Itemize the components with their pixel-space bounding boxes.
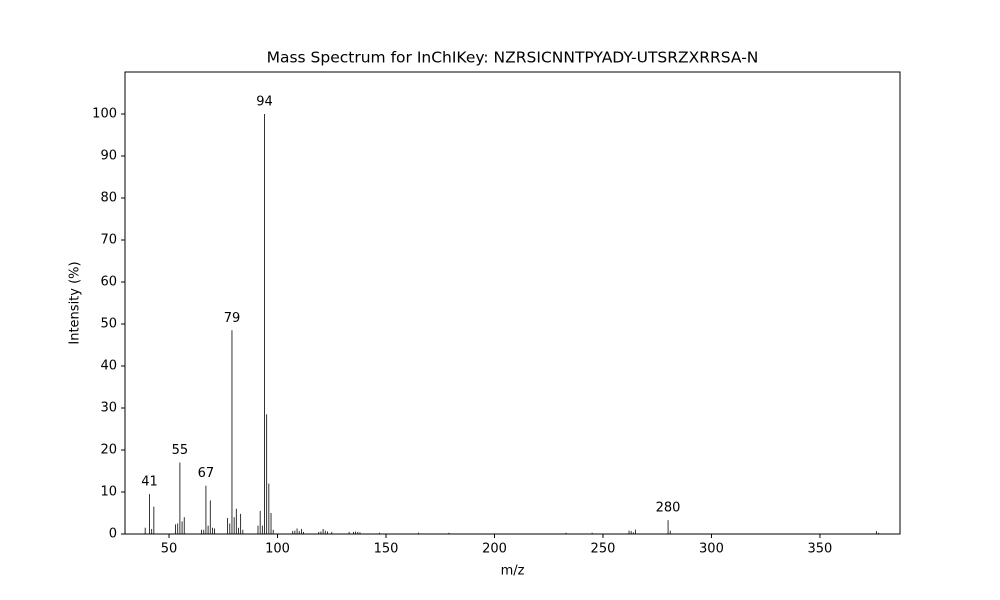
y-tick-label: 90 xyxy=(100,149,117,164)
plot-frame xyxy=(124,71,901,535)
y-axis-label: Intensity (%) xyxy=(68,261,83,344)
peak-label: 280 xyxy=(656,501,681,516)
peak-label: 79 xyxy=(224,311,241,326)
peak-label: 55 xyxy=(172,443,189,458)
y-tick-label: 20 xyxy=(100,443,117,458)
chart-title: Mass Spectrum for InChIKey: NZRSICNNTPYA… xyxy=(267,49,759,67)
x-tick-label: 350 xyxy=(808,542,833,557)
x-tick-label: 100 xyxy=(265,542,290,557)
y-tick-label: 100 xyxy=(92,107,117,122)
y-tick-label: 30 xyxy=(100,401,117,416)
y-tick-label: 10 xyxy=(100,485,117,500)
x-tick-label: 250 xyxy=(591,542,616,557)
y-tick-label: 50 xyxy=(100,317,117,332)
x-tick-label: 300 xyxy=(699,542,724,557)
x-axis-label: m/z xyxy=(501,564,525,579)
y-tick-label: 80 xyxy=(100,191,117,206)
y-tick-label: 40 xyxy=(100,359,117,374)
x-tick-label: 150 xyxy=(374,542,399,557)
peak-label: 67 xyxy=(198,466,215,481)
y-tick-label: 60 xyxy=(100,275,117,290)
peak-label: 94 xyxy=(256,95,273,110)
x-tick-label: 50 xyxy=(161,542,178,557)
peak-label: 41 xyxy=(141,475,158,490)
x-tick-label: 200 xyxy=(482,542,507,557)
y-tick-label: 70 xyxy=(100,233,117,248)
y-tick-label: 0 xyxy=(109,527,117,542)
